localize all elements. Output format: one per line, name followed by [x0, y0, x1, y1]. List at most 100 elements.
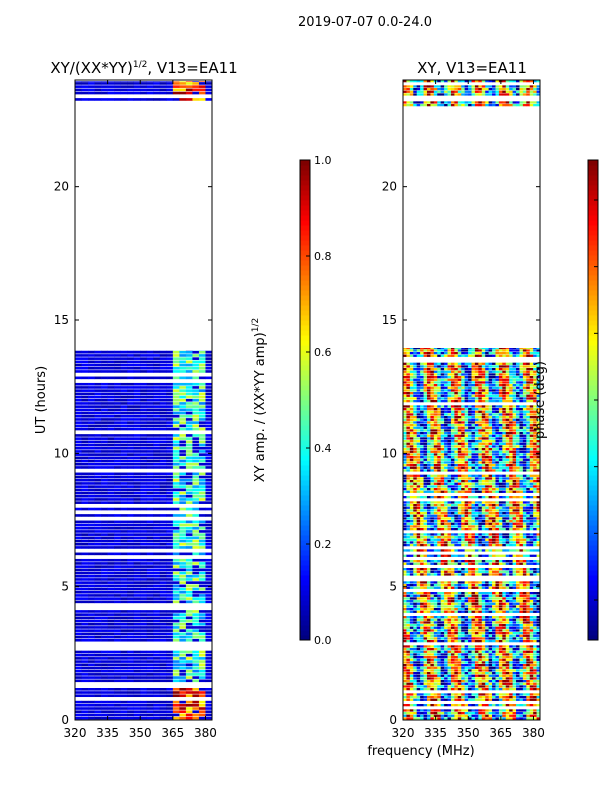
heatmap-cell [88, 568, 95, 572]
heatmap-cell [81, 440, 89, 444]
heatmap-cell [192, 459, 200, 463]
heatmap-cell [172, 629, 180, 632]
heatmap-cell [179, 462, 187, 466]
heatmap-cell [450, 600, 455, 603]
heatmap-cell [440, 704, 445, 707]
heatmap-cell [454, 669, 459, 672]
heatmap-cell [88, 704, 95, 707]
heatmap-cell [81, 398, 89, 402]
heatmap-cell [88, 622, 95, 626]
heatmap-cell [420, 514, 424, 517]
heatmap-cell [420, 597, 424, 600]
heatmap-cell [75, 716, 82, 720]
heatmap-cell [140, 507, 148, 511]
heatmap-cell [440, 621, 445, 624]
heatmap-cell [88, 376, 95, 380]
heatmap-cell [403, 517, 407, 520]
heatmap-cell [94, 619, 102, 623]
heatmap-cell [416, 653, 421, 656]
heatmap-cell [133, 501, 141, 504]
heatmap-cell [474, 525, 479, 528]
heatmap-cell [416, 586, 421, 589]
heatmap-cell [474, 570, 479, 573]
heatmap-cell [505, 544, 510, 547]
heatmap-cell [146, 376, 154, 380]
left-plot-frame [74, 79, 213, 721]
heatmap-cell [185, 710, 193, 714]
heatmap-cell [140, 440, 148, 444]
heatmap-cell [526, 608, 531, 611]
heatmap-cell [153, 676, 161, 679]
heatmap-cell [120, 354, 128, 357]
heatmap-cell [413, 650, 417, 653]
heatmap-cell [114, 533, 121, 536]
heatmap-cell [533, 544, 537, 547]
heatmap-cell [94, 405, 102, 408]
heatmap-cell [505, 637, 510, 640]
heatmap-cell [88, 669, 95, 673]
heatmap-cell [120, 707, 128, 710]
heatmap-cell [153, 707, 161, 710]
heatmap-cell [526, 656, 531, 659]
heatmap-cell [450, 624, 455, 627]
heatmap-cell [166, 568, 174, 572]
heatmap-cell [192, 514, 200, 517]
heatmap-cell [153, 88, 161, 92]
heatmap-cell [420, 709, 424, 712]
heatmap-cell [185, 354, 193, 357]
heatmap-cell [101, 98, 108, 101]
heatmap-cell [88, 462, 95, 466]
heatmap-cell [481, 605, 486, 608]
heatmap-cell [409, 512, 414, 515]
heatmap-cell [179, 98, 187, 101]
heatmap-cell [107, 389, 115, 392]
heatmap-cell [107, 581, 115, 584]
heatmap-cell [468, 618, 472, 621]
heatmap-cell [81, 453, 89, 456]
heatmap-cell [426, 517, 431, 520]
heatmap-cell [526, 688, 531, 691]
heatmap-cell [416, 637, 421, 640]
heatmap-cell [519, 610, 524, 613]
heatmap-cell [447, 621, 452, 624]
heatmap-cell [440, 560, 445, 563]
heatmap-cell [536, 698, 540, 701]
heatmap-cell [485, 533, 489, 536]
heatmap-cell [140, 491, 148, 495]
heatmap-cell [159, 370, 167, 373]
heatmap-cell [495, 584, 500, 587]
heatmap-cell [502, 512, 507, 515]
heatmap-cell [450, 514, 455, 517]
heatmap-cell [146, 610, 154, 613]
heatmap-cell [512, 629, 517, 632]
heatmap-cell [75, 488, 82, 492]
heatmap-cell [502, 522, 507, 525]
colorbar-segment [300, 410, 310, 416]
heatmap-cell [447, 656, 452, 659]
heatmap-cell [444, 688, 448, 691]
heatmap-cell [454, 573, 459, 576]
heatmap-cell [127, 408, 135, 412]
left-heatmap [75, 81, 212, 720]
heatmap-cell [461, 629, 465, 632]
heatmap-cell [416, 634, 421, 637]
heatmap-cell [107, 414, 115, 418]
heatmap-cell [505, 677, 510, 680]
heatmap-cell [440, 637, 445, 640]
heatmap-cell [179, 613, 187, 616]
heatmap-cell [505, 640, 510, 643]
heatmap-cell [461, 682, 465, 685]
heatmap-cell [478, 517, 483, 520]
heatmap-cell [159, 491, 167, 495]
heatmap-cell [457, 632, 462, 635]
heatmap-cell [454, 586, 459, 589]
heatmap-cell [492, 568, 496, 571]
heatmap-cell [533, 688, 537, 691]
heatmap-cell [522, 616, 527, 619]
heatmap-cell [516, 680, 520, 683]
heatmap-cell [140, 443, 148, 447]
heatmap-cell [516, 693, 520, 696]
heatmap-cell [146, 427, 154, 431]
heatmap-cell [140, 453, 148, 456]
heatmap-cell [166, 632, 174, 636]
